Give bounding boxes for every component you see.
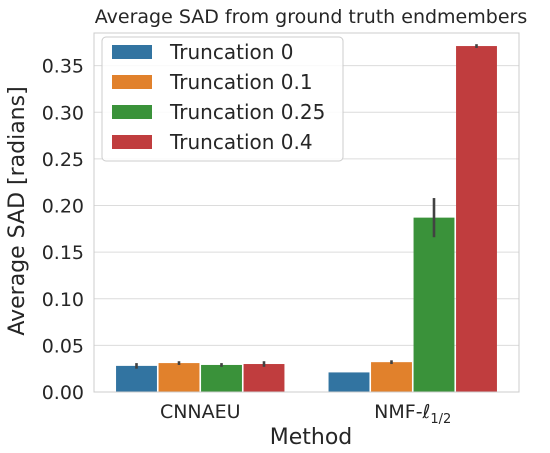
y-tick-label: 0.35 — [42, 56, 84, 78]
legend-swatch — [112, 45, 152, 59]
y-tick-label: 0.10 — [42, 289, 84, 311]
y-tick-label: 0.30 — [42, 102, 84, 124]
bar — [371, 362, 412, 392]
x-tick-subscript: 1/2 — [430, 412, 451, 427]
x-axis-ticks: CNNAEU NMF-ℓ1/2 — [160, 401, 451, 427]
legend: Truncation 0 Truncation 0.1 Truncation 0.2… — [101, 36, 344, 162]
bar — [116, 365, 157, 392]
legend-label: Truncation 0.4 — [169, 130, 313, 154]
y-axis-ticks: 0.00 0.05 0.10 0.15 0.20 0.25 0.30 0.35 — [42, 56, 84, 404]
y-tick-label: 0.15 — [42, 242, 84, 264]
bar — [456, 46, 497, 393]
x-tick-label: CNNAEU — [160, 401, 241, 423]
bar — [328, 372, 370, 392]
legend-box — [101, 36, 344, 162]
bar — [158, 363, 200, 392]
x-tick-label: NMF-ℓ1/2 — [374, 401, 451, 427]
plot-frame — [93, 32, 520, 393]
legend-swatch — [112, 135, 152, 149]
bars — [116, 46, 497, 393]
y-tick-label: 0.20 — [42, 196, 84, 218]
error-bars — [135, 44, 478, 369]
y-tick-label: 0.05 — [42, 335, 84, 357]
legend-label: Truncation 0.1 — [169, 70, 313, 94]
x-axis-label: Method — [270, 425, 353, 450]
bar — [413, 217, 455, 392]
y-axis-label: Average SAD [radians] — [5, 86, 30, 335]
chart-title: Average SAD from ground truth endmembers — [95, 6, 527, 28]
legend-swatch — [112, 105, 152, 119]
legend-label: Truncation 0.25 — [169, 100, 325, 124]
y-tick-label: 0.25 — [42, 149, 84, 171]
legend-swatch — [112, 75, 152, 89]
y-tick-label: 0.00 — [42, 382, 84, 404]
bar — [201, 364, 242, 392]
bar — [243, 364, 285, 392]
legend-label: Truncation 0 — [169, 40, 294, 64]
